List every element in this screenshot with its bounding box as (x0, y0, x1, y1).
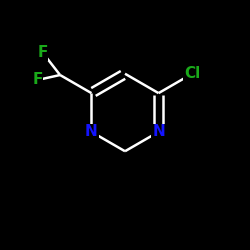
Text: F: F (37, 45, 48, 60)
Text: Cl: Cl (184, 66, 200, 81)
Text: F: F (32, 72, 43, 88)
Text: N: N (152, 124, 165, 140)
Text: N: N (85, 124, 98, 139)
